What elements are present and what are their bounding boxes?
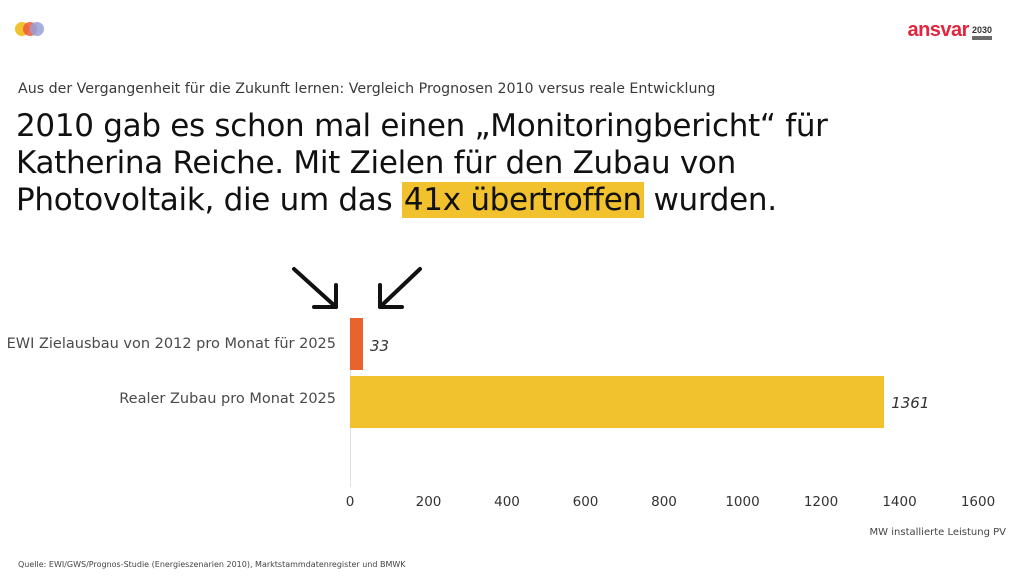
headline: 2010 gab es schon mal einen „Monitoringb… — [16, 108, 828, 218]
brand-name: ansvar — [907, 19, 969, 41]
arrow-down-left-icon — [378, 267, 422, 309]
arrow-down-right-icon — [292, 267, 338, 309]
x-tick-label: 600 — [572, 494, 599, 510]
category-label-actual: Realer Zubau pro Monat 2025 — [119, 391, 336, 407]
x-tick-label: 1600 — [960, 494, 996, 510]
bar-value-target: 33 — [369, 337, 390, 355]
subtitle: Aus der Vergangenheit für die Zukunft le… — [18, 81, 716, 97]
brand-year: 2030 — [971, 25, 992, 35]
x-axis-title: MW installierte Leistung PV — [869, 527, 1006, 538]
ansvar-brand-logo: ansvar 2030 — [907, 20, 992, 40]
bar-value-actual: 1361 — [891, 394, 930, 412]
x-tick-label: 1000 — [725, 494, 760, 510]
brand-underline — [971, 36, 992, 40]
x-tick-label: 1200 — [803, 494, 839, 510]
colored-dots-logo — [15, 22, 47, 38]
x-tick-label: 200 — [415, 494, 442, 510]
bar-actual — [350, 376, 885, 428]
x-tick-label: 0 — [345, 494, 355, 510]
x-tick-label: 1400 — [882, 494, 917, 510]
headline-highlight: 41x übertroffen — [401, 182, 644, 218]
bar-target — [350, 318, 363, 370]
x-tick-label: 800 — [651, 494, 677, 510]
bar-chart: EWI Zielausbau von 2012 pro Monat für 20… — [0, 300, 1024, 540]
source-note: Quelle: EWI/GWS/Prognos-Studie (Energies… — [18, 560, 406, 569]
x-tick-label: 400 — [494, 494, 520, 510]
category-label-target: EWI Zielausbau von 2012 pro Monat für 20… — [6, 336, 336, 352]
